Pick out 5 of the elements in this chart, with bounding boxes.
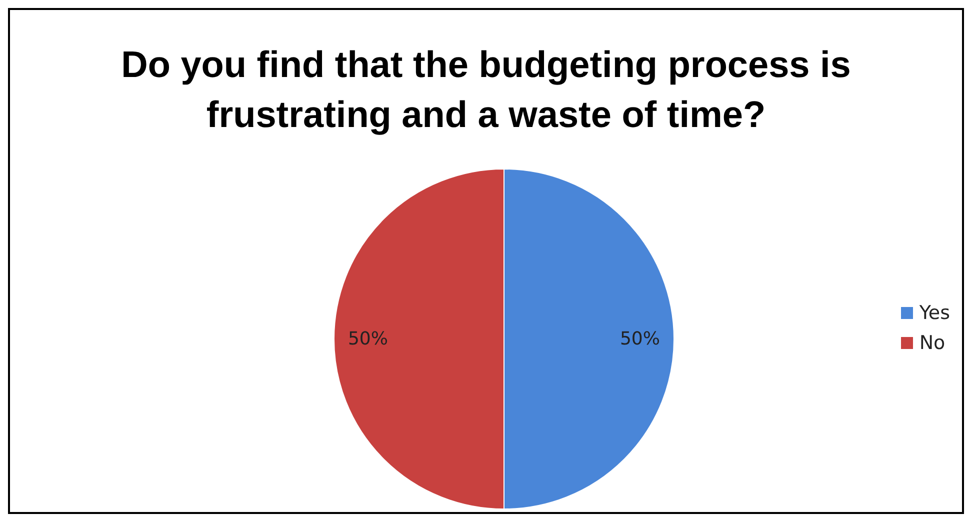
legend-label: Yes xyxy=(919,301,950,326)
data-label: 50% xyxy=(348,328,388,350)
chart-title: Do you find that the budgeting process is frustrating and a waste of time? xyxy=(120,43,852,137)
data-label: 50% xyxy=(620,328,660,350)
legend-label: No xyxy=(919,331,946,356)
